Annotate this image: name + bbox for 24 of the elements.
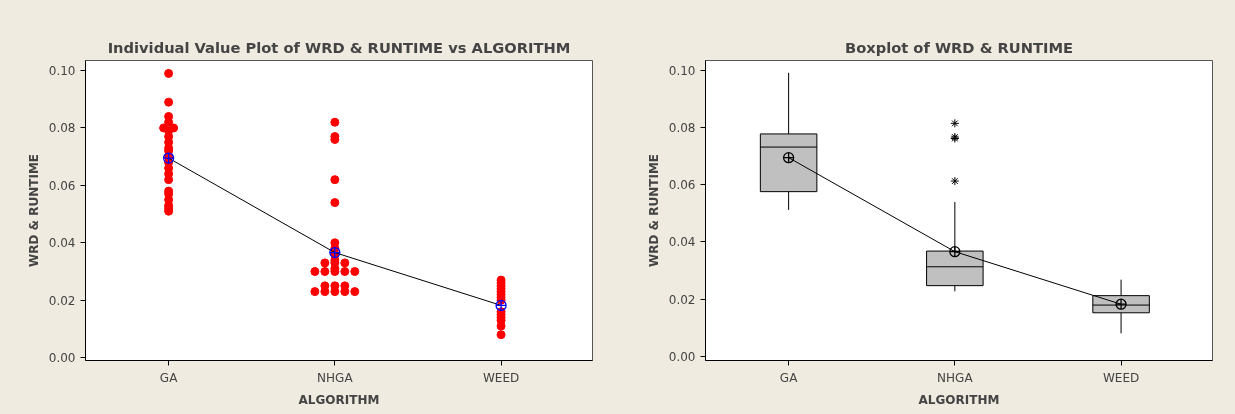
y-tick-label: 0.06 (48, 178, 76, 193)
y-tick-label: 0.02 (48, 293, 76, 308)
x-tick-label: WEED (1102, 370, 1140, 385)
y-axis-title: WRD & RUNTIME (26, 153, 41, 268)
x-tick-label: NHGA (317, 370, 354, 385)
y-tick-label: 0.04 (48, 236, 76, 251)
y-tick-label: 0.00 (668, 349, 696, 364)
x-axis-title: ALGORITHM (918, 392, 1000, 407)
y-tick-label: 0.02 (668, 292, 696, 307)
chart-title: Individual Value Plot of WRD & RUNTIME vs ALGORITHM (107, 38, 571, 56)
y-tick-label: 0.00 (48, 351, 76, 366)
y-tick-label: 0.10 (48, 64, 76, 79)
x-axis-title: ALGORITHM (298, 392, 380, 407)
x-tick-label: GA (779, 370, 799, 385)
y-tick-label: 0.08 (48, 121, 76, 136)
y-tick-label: 0.08 (668, 121, 696, 136)
chart-title: Boxplot of WRD & RUNTIME (844, 38, 1074, 56)
x-tick-label: WEED (482, 370, 520, 385)
y-axis-title: WRD & RUNTIME (646, 153, 661, 268)
y-tick-label: 0.06 (668, 178, 696, 193)
y-tick-label: 0.04 (668, 235, 696, 250)
x-tick-label: GA (159, 370, 179, 385)
x-tick-label: NHGA (937, 370, 974, 385)
y-tick-label: 0.10 (668, 64, 696, 78)
